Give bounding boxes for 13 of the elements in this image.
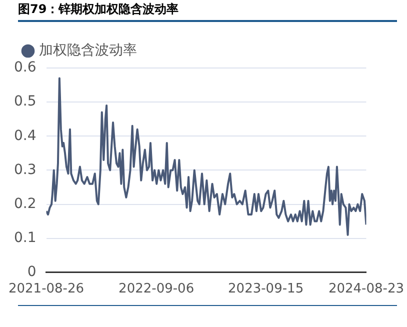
y-tick-label: 0.5 [14, 94, 36, 110]
y-tick-label: 0.4 [14, 128, 36, 144]
x-tick-label: 2021-08-26 [8, 282, 84, 297]
y-tick-label: 0.6 [14, 60, 36, 76]
y-tick-label: 0 [27, 264, 36, 280]
legend-label: 加权隐含波动率 [39, 42, 137, 59]
chart-title: 图79：锌期权加权隐含波动率 [18, 0, 397, 22]
x-tick-label: 2024-08-23 [328, 282, 404, 297]
y-tick-label: 0.3 [14, 162, 36, 178]
y-tick-label: 0.1 [14, 230, 36, 246]
x-tick-label: 2023-09-15 [228, 282, 304, 297]
y-tick-label: 0.2 [14, 196, 36, 212]
x-tick-label: 2022-09-06 [118, 282, 194, 297]
